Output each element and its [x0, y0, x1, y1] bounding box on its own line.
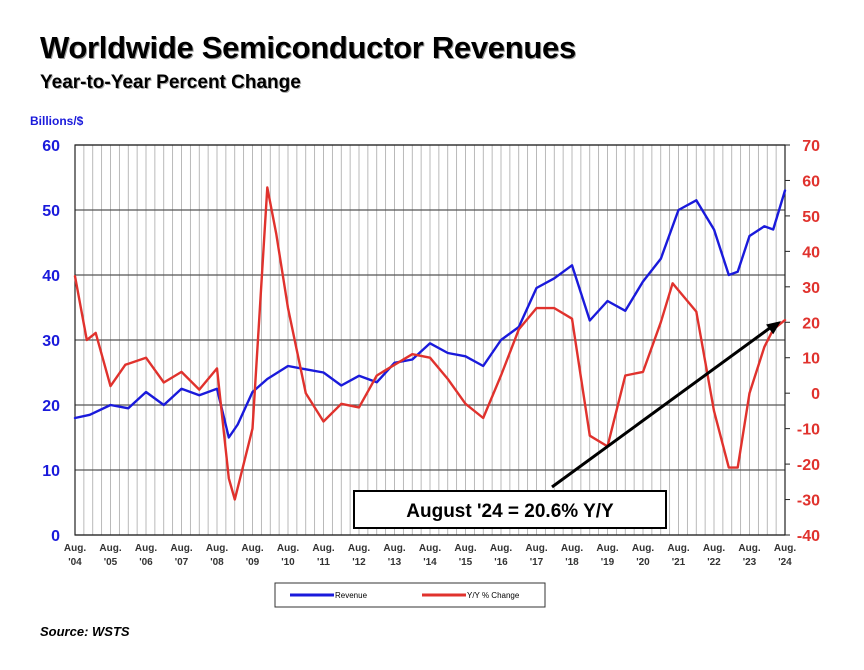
- x-tick-label-year: '20: [636, 557, 650, 568]
- left-tick-label: 10: [42, 463, 60, 480]
- x-tick-label-month: Aug.: [277, 543, 299, 554]
- x-tick-label-year: '07: [175, 557, 189, 568]
- x-tick-label-month: Aug.: [135, 543, 157, 554]
- x-tick-label-month: Aug.: [454, 543, 476, 554]
- left-axis: Billions/$ 0 10 20 30 40 50 60: [30, 114, 84, 545]
- legend: Revenue Y/Y % Change: [274, 582, 546, 608]
- x-tick-label-year: '24: [778, 557, 792, 568]
- right-axis: -40 -30 -20 -10 0 10 20 30 40 50 60 70: [785, 138, 820, 545]
- legend-label: Revenue: [335, 591, 368, 600]
- x-tick-label-month: Aug.: [312, 543, 334, 554]
- x-tick-label-month: Aug.: [206, 543, 228, 554]
- x-tick-label-year: '16: [494, 557, 508, 568]
- series-line-revenue: [73, 189, 787, 439]
- left-tick-label: 20: [42, 398, 60, 415]
- x-axis: Aug. '04 Aug. '05 Aug. '06 Aug. '07 Aug. '08 Aug. '…: [64, 543, 796, 568]
- right-tick-label: 40: [802, 244, 820, 261]
- chart-subtitle: Year-to-Year Percent Change: [40, 72, 301, 93]
- x-tick-label-month: Aug.: [170, 543, 192, 554]
- x-tick-label-year: '21: [672, 557, 686, 568]
- x-tick-label-year: '19: [601, 557, 615, 568]
- x-tick-label-year: '05: [104, 557, 118, 568]
- left-tick-label: 50: [42, 203, 60, 220]
- x-tick-label-year: '06: [139, 557, 153, 568]
- left-tick-label: 0: [51, 528, 60, 545]
- x-tick-label-month: Aug.: [738, 543, 760, 554]
- x-tick-label-month: Aug.: [632, 543, 654, 554]
- x-tick-label-month: Aug.: [525, 543, 547, 554]
- right-tick-label: 20: [802, 315, 820, 332]
- right-tick-label: -40: [797, 528, 820, 545]
- right-tick-label: 10: [802, 351, 820, 368]
- x-tick-label-month: Aug.: [774, 543, 796, 554]
- annotation-arrow-head: [766, 321, 781, 335]
- x-tick-label-year: '13: [388, 557, 402, 568]
- x-tick-label-month: Aug.: [561, 543, 583, 554]
- right-tick-label: 30: [802, 280, 820, 297]
- x-tick-label-year: '08: [210, 557, 224, 568]
- x-tick-label-month: Aug.: [241, 543, 263, 554]
- x-tick-label-year: '10: [281, 557, 295, 568]
- right-tick-label: -30: [797, 493, 820, 510]
- right-tick-label: 70: [802, 138, 820, 155]
- x-tick-label-month: Aug.: [490, 543, 512, 554]
- x-tick-label-year: '09: [246, 557, 260, 568]
- annotation-text: August '24 = 20.6% Y/Y: [406, 501, 614, 522]
- right-tick-label: 0: [811, 386, 820, 403]
- x-tick-label-month: Aug.: [348, 543, 370, 554]
- source-note: Source: WSTS: [40, 624, 130, 639]
- legend-label: Y/Y % Change: [467, 591, 520, 600]
- x-tick-label-month: Aug.: [667, 543, 689, 554]
- x-tick-label-month: Aug.: [383, 543, 405, 554]
- left-tick-label: 30: [42, 333, 60, 350]
- right-tick-label: 50: [802, 209, 820, 226]
- x-tick-label-year: '11: [317, 557, 330, 568]
- annotation-box: [353, 490, 667, 529]
- x-tick-label-year: '14: [423, 557, 437, 568]
- x-tick-label-month: Aug.: [703, 543, 725, 554]
- x-tick-label-month: Aug.: [99, 543, 121, 554]
- series-line-y-y-change: [73, 186, 787, 501]
- x-tick-label-year: '22: [707, 557, 721, 568]
- left-tick-label: 40: [42, 268, 60, 285]
- right-tick-label: 60: [802, 173, 820, 190]
- x-tick-label-year: '18: [565, 557, 579, 568]
- left-axis-label: Billions/$: [30, 114, 84, 128]
- x-tick-label-month: Aug.: [64, 543, 86, 554]
- right-tick-label: -10: [797, 422, 820, 439]
- x-tick-label-year: '15: [459, 557, 473, 568]
- x-tick-label-month: Aug.: [596, 543, 618, 554]
- chart-title: Worldwide Semiconductor Revenues: [40, 30, 576, 65]
- left-tick-label: 60: [42, 138, 60, 155]
- x-tick-label-year: '17: [530, 557, 544, 568]
- plot-frame: [74, 144, 786, 536]
- x-tick-label-month: Aug.: [419, 543, 441, 554]
- x-tick-label-year: '12: [352, 557, 366, 568]
- right-tick-label: -20: [797, 457, 820, 474]
- annotation-arrow-line: [551, 325, 772, 489]
- x-tick-label-year: '23: [743, 557, 757, 568]
- x-tick-label-year: '04: [68, 557, 82, 568]
